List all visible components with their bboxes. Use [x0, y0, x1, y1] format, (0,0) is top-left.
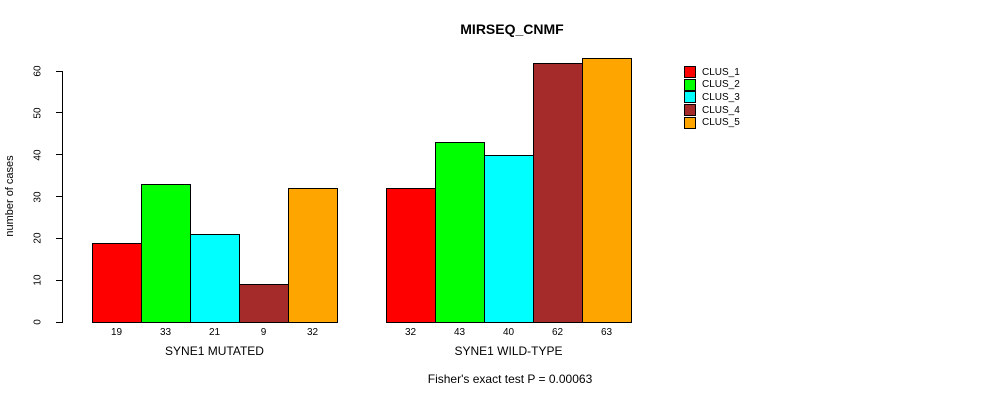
legend-item-label: CLUS_3	[702, 91, 740, 103]
legend-item-label: CLUS_1	[702, 66, 740, 78]
bar-clus_2-group2	[435, 142, 485, 323]
legend-swatch-clus_3	[684, 91, 696, 104]
bar-clus_1-group1	[92, 242, 142, 323]
bar-clus_4-group1	[239, 284, 289, 323]
bar-value-label: 9	[260, 327, 267, 338]
legend-item-clus_3: CLUS_3	[684, 91, 740, 104]
legend-item-clus_5: CLUS_5	[684, 116, 740, 129]
legend-item-label: CLUS_5	[702, 117, 740, 129]
y-tick-label: 40	[32, 149, 44, 161]
bar-value-label: 62	[551, 327, 564, 338]
y-tick-label: 20	[32, 232, 44, 244]
y-tick-mark	[56, 70, 62, 72]
bar-value-label: 32	[404, 327, 417, 338]
group-label-syne1-wild-type: SYNE1 WILD-TYPE	[454, 344, 563, 358]
y-tick-label: 60	[32, 65, 44, 77]
bar-clus_5-group2	[582, 58, 632, 323]
y-tick-label: 10	[32, 274, 44, 286]
y-tick-mark	[56, 196, 62, 197]
bar-value-label: 33	[159, 327, 172, 338]
legend-item-clus_2: CLUS_2	[684, 78, 740, 92]
y-tick-mark	[56, 154, 62, 156]
y-tick-mark	[56, 112, 62, 114]
bar-value-label: 43	[453, 327, 466, 338]
bar-value-label: 32	[306, 327, 319, 338]
y-tick-label: 0	[32, 319, 44, 325]
legend-swatch-clus_4	[684, 104, 696, 117]
bar-clus_3-group1	[190, 234, 240, 323]
legend-swatch-clus_5	[684, 116, 696, 129]
bar-value-label: 19	[110, 327, 123, 338]
bar-value-label: 21	[208, 327, 221, 338]
bar-clus_3-group2	[484, 154, 534, 323]
fisher-test-annotation: Fisher's exact test P = 0.00063	[427, 372, 593, 386]
y-tick-mark	[56, 237, 62, 239]
legend-item-clus_4: CLUS_4	[684, 104, 740, 117]
legend: CLUS_1 CLUS_2 CLUS_3 CLUS_4 CLUS_5	[684, 66, 740, 129]
bar-value-label: 63	[600, 327, 613, 338]
y-tick-mark	[56, 279, 62, 281]
legend-item-label: CLUS_4	[702, 104, 740, 116]
y-tick-label: 50	[32, 107, 44, 119]
y-tick-label: 30	[32, 190, 44, 203]
bar-clus_4-group2	[533, 62, 583, 323]
group-label-syne1-mutated: SYNE1 MUTATED	[165, 344, 264, 358]
legend-item-label: CLUS_2	[702, 79, 740, 91]
y-axis-title: number of cases	[4, 155, 16, 237]
chart-title: MIRSEQ_CNMF	[460, 21, 564, 37]
bar-value-label: 40	[502, 327, 515, 338]
bar-clus_1-group2	[386, 188, 436, 323]
legend-swatch-clus_1	[684, 66, 696, 79]
bar-clus_5-group1	[288, 188, 338, 323]
legend-item-clus_1: CLUS_1	[684, 66, 740, 79]
y-axis-line	[62, 71, 63, 323]
y-tick-mark	[56, 321, 62, 323]
bar-clus_2-group1	[141, 183, 191, 323]
legend-swatch-clus_2	[684, 78, 696, 91]
